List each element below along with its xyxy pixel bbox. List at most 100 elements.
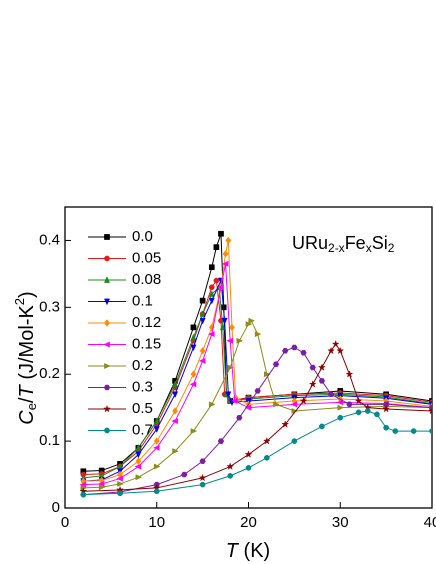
marker xyxy=(244,404,252,411)
marker xyxy=(428,406,432,415)
legend-marker xyxy=(104,427,110,434)
marker xyxy=(272,361,280,367)
marker xyxy=(374,411,380,418)
marker xyxy=(172,407,179,415)
x-tick-label: 40 xyxy=(424,514,436,531)
marker xyxy=(290,401,298,408)
marker xyxy=(135,474,143,481)
marker xyxy=(264,454,270,461)
marker xyxy=(117,490,123,497)
marker xyxy=(317,363,326,371)
marker xyxy=(262,436,271,445)
marker xyxy=(336,399,344,406)
marker xyxy=(273,401,280,408)
marker xyxy=(222,250,229,258)
marker xyxy=(116,475,123,482)
marker xyxy=(97,480,105,487)
marker xyxy=(172,391,179,399)
marker xyxy=(300,350,307,356)
marker xyxy=(319,423,325,430)
marker xyxy=(382,401,390,408)
marker xyxy=(190,324,197,331)
marker xyxy=(337,414,344,421)
legend-label: 0.5 xyxy=(132,400,153,417)
marker xyxy=(337,404,345,411)
legend-marker xyxy=(103,404,111,413)
annotation: URu2-xFexSi2 xyxy=(292,233,395,255)
marker xyxy=(199,346,206,355)
marker xyxy=(135,457,142,465)
marker xyxy=(199,458,206,464)
marker xyxy=(135,451,142,459)
legend-label: 0.2 xyxy=(132,357,153,374)
marker xyxy=(171,418,178,425)
marker xyxy=(327,391,335,398)
legend-label: 0.3 xyxy=(132,378,153,395)
series-line xyxy=(83,346,432,496)
y-tick-label: 0.3 xyxy=(39,298,60,315)
marker xyxy=(190,333,197,341)
x-tick-label: 30 xyxy=(332,514,349,531)
series-line xyxy=(83,278,432,482)
marker xyxy=(309,364,316,371)
marker xyxy=(153,417,160,424)
marker xyxy=(217,284,224,291)
marker xyxy=(80,491,87,498)
marker xyxy=(198,473,207,482)
x-tick-label: 0 xyxy=(61,514,69,531)
marker xyxy=(382,404,391,413)
legend-marker xyxy=(104,276,110,283)
marker xyxy=(189,381,197,388)
marker xyxy=(236,414,243,421)
plot-area xyxy=(79,230,432,498)
marker xyxy=(383,424,389,431)
marker xyxy=(227,473,233,479)
legend-label: 0.15 xyxy=(132,335,161,352)
marker xyxy=(208,297,215,305)
series-line xyxy=(83,279,432,476)
marker xyxy=(281,420,290,428)
legend-label: 0.05 xyxy=(132,249,161,266)
marker xyxy=(230,397,238,404)
marker xyxy=(225,236,232,245)
marker xyxy=(117,480,124,487)
marker xyxy=(221,260,229,267)
marker xyxy=(244,450,253,458)
marker xyxy=(98,484,106,491)
marker xyxy=(346,401,353,408)
x-tick-label: 10 xyxy=(148,514,165,531)
marker xyxy=(208,401,216,408)
marker xyxy=(153,437,160,445)
legend-label: 0.1 xyxy=(132,292,153,309)
marker xyxy=(429,428,432,434)
legend-marker xyxy=(104,255,110,262)
marker xyxy=(208,264,215,271)
y-tick-label: 0.1 xyxy=(39,432,60,449)
marker xyxy=(218,230,224,237)
marker xyxy=(135,443,142,451)
marker xyxy=(226,337,233,344)
marker xyxy=(254,331,262,338)
y-tick-label: 0 xyxy=(52,499,60,516)
marker xyxy=(217,438,225,444)
y-tick-label: 0.2 xyxy=(39,365,60,382)
legend-marker xyxy=(103,341,110,348)
marker xyxy=(299,396,308,405)
marker xyxy=(392,428,399,434)
marker xyxy=(199,481,206,488)
series-line xyxy=(83,263,432,486)
marker xyxy=(190,428,198,435)
legend-label: 0.0 xyxy=(132,228,153,245)
x-tick-label: 20 xyxy=(240,514,257,531)
marker xyxy=(355,409,362,416)
series-line xyxy=(83,286,432,479)
marker xyxy=(410,428,417,434)
marker xyxy=(318,378,326,384)
marker xyxy=(213,277,220,284)
marker xyxy=(207,331,215,338)
marker xyxy=(354,396,363,405)
marker xyxy=(254,388,261,394)
legend-marker xyxy=(104,319,110,327)
marker xyxy=(227,364,234,371)
